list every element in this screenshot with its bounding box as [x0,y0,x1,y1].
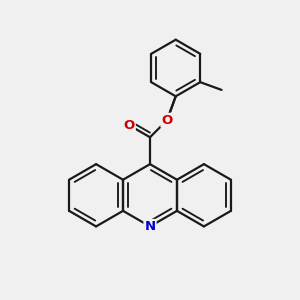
Text: O: O [124,119,135,132]
Text: O: O [161,114,172,127]
Text: N: N [144,220,156,233]
